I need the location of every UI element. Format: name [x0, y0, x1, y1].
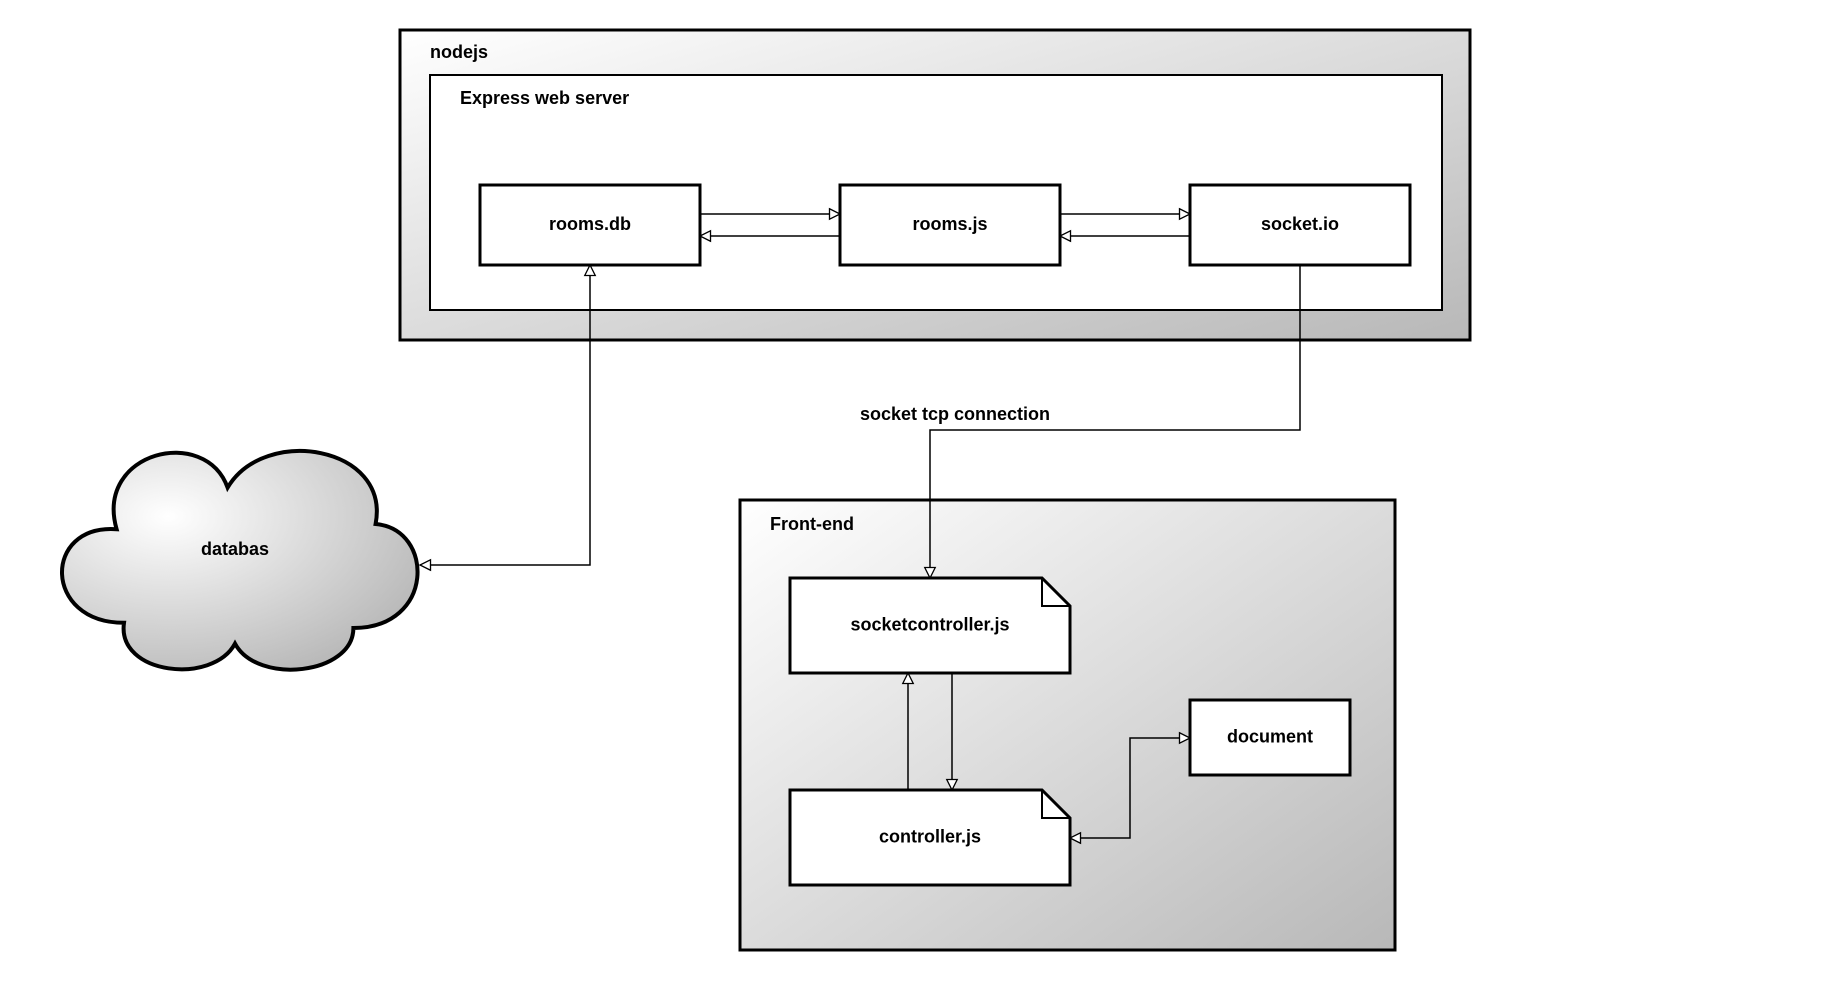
node-label-socketctl: socketcontroller.js [850, 614, 1009, 634]
node-label-controller: controller.js [879, 826, 981, 846]
node-roomsjs: rooms.js [840, 185, 1060, 265]
node-label-roomsdb: rooms.db [549, 214, 631, 234]
node-roomsdb: rooms.db [480, 185, 700, 265]
node-database: databas [62, 451, 418, 670]
architecture-diagram: nodejs Express web server Front-end rooms.d… [0, 0, 1826, 986]
node-document: document [1190, 700, 1350, 775]
node-socketctl: socketcontroller.js [790, 578, 1070, 673]
node-label-socketio: socket.io [1261, 214, 1339, 234]
container-label-nodejs: nodejs [430, 42, 488, 62]
container-label-frontend: Front-end [770, 514, 854, 534]
node-label-database: databas [201, 539, 269, 559]
node-socketio: socket.io [1190, 185, 1410, 265]
node-label-roomsjs: rooms.js [912, 214, 987, 234]
node-controller: controller.js [790, 790, 1070, 885]
edge-label-socketio-socketctl: socket tcp connection [860, 404, 1050, 424]
container-label-express: Express web server [460, 88, 629, 108]
node-label-document: document [1227, 726, 1313, 746]
